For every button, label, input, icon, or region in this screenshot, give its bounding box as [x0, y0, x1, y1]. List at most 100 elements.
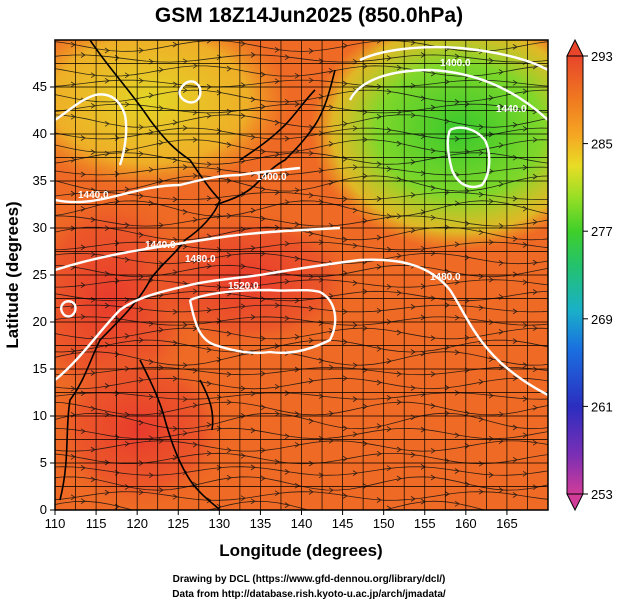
- wind-arrow-head: [396, 371, 402, 377]
- wind-arrow-head: [396, 253, 402, 259]
- wind-arrow-head: [376, 345, 382, 352]
- wind-arrow-head: [104, 150, 110, 157]
- wind-arrow-head: [532, 289, 538, 295]
- wind-arrow-head: [352, 242, 358, 249]
- wind-arrow-head: [80, 206, 86, 212]
- wind-arrow-head: [430, 147, 436, 154]
- wind-arrow-head: [206, 450, 212, 457]
- wind-arrow-head: [284, 390, 290, 396]
- wind-arrow-head: [478, 191, 484, 198]
- contour-label: 1400.0: [256, 172, 287, 183]
- wind-arrow-head: [444, 384, 450, 391]
- wind-arrow-head: [430, 371, 436, 377]
- x-tick-label: 110: [45, 516, 66, 531]
- wind-arrow-head: [386, 127, 392, 133]
- wind-arrow-head: [498, 103, 504, 110]
- streamline: [55, 500, 487, 510]
- wind-arrow-head: [80, 244, 86, 251]
- wind-arrow-head: [342, 339, 348, 345]
- wind-arrow-head: [328, 410, 334, 417]
- wind-arrow-head: [444, 268, 450, 275]
- wind-arrow-head: [342, 493, 348, 499]
- contour-label: 1520.0: [228, 281, 259, 292]
- wind-arrow-head: [454, 136, 460, 142]
- wind-arrow-head: [512, 308, 518, 315]
- wind-arrow-head: [488, 57, 494, 64]
- wind-arrow-head: [216, 284, 222, 290]
- wind-arrow-head: [318, 435, 324, 442]
- wind-arrow-head: [386, 213, 392, 220]
- wind-arrow-head: [532, 325, 538, 332]
- wind-arrow-head: [172, 81, 178, 88]
- y-tick-label: 25: [33, 267, 47, 282]
- wind-arrow-head: [362, 367, 368, 373]
- wind-arrow-head: [444, 410, 450, 417]
- wind-arrow-head: [80, 171, 86, 178]
- wind-arrow-head: [90, 102, 96, 109]
- wind-arrow-head: [80, 390, 86, 397]
- wind-arrow-head: [454, 349, 460, 356]
- wind-arrow-head: [226, 213, 232, 219]
- wind-arrow-head: [124, 333, 130, 339]
- wind-arrow-head: [512, 122, 518, 128]
- wind-arrow-head: [318, 199, 324, 205]
- wind-arrow-head: [396, 140, 402, 147]
- wind-arrow-head: [318, 393, 324, 400]
- wind-arrow-head: [192, 216, 198, 223]
- wind-arrow-head: [308, 77, 314, 84]
- y-tick-label: 20: [33, 314, 47, 329]
- wind-arrow-head: [498, 329, 504, 335]
- wind-arrow-head: [362, 403, 368, 410]
- wind-arrow-head: [138, 47, 144, 54]
- wind-arrow-head: [226, 142, 232, 148]
- wind-arrow-head: [308, 337, 314, 344]
- wind-arrow-head: [522, 88, 528, 95]
- wind-arrow-head: [216, 464, 222, 471]
- wind-arrow-head: [250, 498, 256, 505]
- y-axis-label: Latitude (degrees): [3, 201, 22, 348]
- wind-arrow-head: [284, 502, 290, 508]
- wind-arrow-head: [182, 164, 188, 170]
- wind-arrow-head: [148, 394, 154, 400]
- wind-arrow-head: [192, 136, 198, 143]
- wind-arrow-head: [172, 309, 178, 315]
- wind-arrow-head: [148, 359, 154, 365]
- wind-arrow-head: [90, 149, 96, 155]
- wind-arrow-head: [124, 101, 130, 108]
- wind-arrow-head: [148, 239, 154, 246]
- wind-arrow-head: [260, 103, 266, 110]
- wind-arrow-head: [488, 131, 494, 138]
- wind-arrow-head: [512, 44, 518, 50]
- wind-arrow-head: [498, 487, 504, 493]
- y-tick-label: 35: [33, 173, 47, 188]
- temperature-field: 1400.0 1440.0 1440.0 1480.0 1520.0 1400.…: [55, 40, 548, 510]
- wind-arrow-head: [376, 113, 382, 120]
- x-tick-label: 120: [126, 516, 148, 531]
- wind-arrow-head: [148, 472, 154, 479]
- wind-arrow-head: [172, 493, 178, 500]
- wind-arrow-head: [498, 69, 504, 75]
- wind-arrow-head: [318, 320, 324, 326]
- height-contours: [55, 45, 548, 397]
- wind-arrow-head: [80, 465, 86, 471]
- wind-arrow-head: [284, 433, 290, 440]
- x-tick-label: 130: [208, 516, 230, 531]
- wind-arrow-head: [464, 254, 470, 261]
- wind-arrow-head: [104, 189, 110, 196]
- wind-arrow-head: [104, 77, 110, 84]
- wind-arrow-head: [90, 446, 96, 453]
- wind-arrow-head: [294, 221, 300, 228]
- wind-arrow-head: [512, 424, 518, 431]
- wind-arrow-head: [172, 157, 178, 163]
- streamline: [55, 327, 548, 340]
- wind-arrow-head: [294, 366, 300, 373]
- wind-arrow-head: [260, 215, 266, 222]
- wind-arrow-head: [464, 481, 470, 488]
- x-tick-label: 145: [332, 516, 354, 531]
- wind-arrow-head: [430, 335, 436, 341]
- wind-arrow-head: [182, 87, 188, 94]
- wind-arrow-head: [182, 243, 188, 250]
- wind-arrow-head: [396, 475, 402, 482]
- wind-arrow-head: [444, 302, 450, 308]
- wind-arrow-head: [260, 186, 266, 193]
